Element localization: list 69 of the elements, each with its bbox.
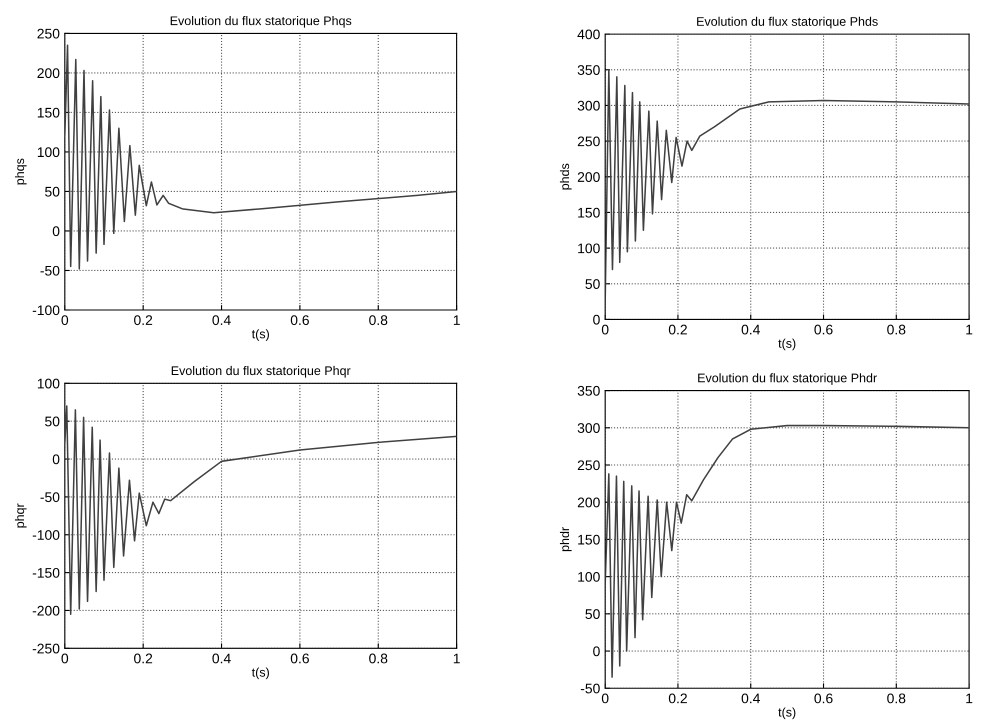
x-tick-label: 1 [454,654,460,664]
x-tick-label: 0.8 [887,324,906,335]
x-axis-title: t(s) [778,338,796,350]
y-tick-label: -100 [32,305,60,316]
y-tick-label: 50 [585,279,600,289]
y-tick-label: -250 [32,644,60,654]
x-tick-label: 1 [454,315,460,325]
y-tick-label: 50 [585,609,600,619]
y-tick-label: -50 [580,684,600,694]
x-tick-label: 1 [966,324,972,334]
y-tick-label: 300 [578,423,600,433]
x-tick-label: 0.8 [887,693,906,704]
y-tick-label: 200 [578,498,600,508]
x-tick-label: 0 [61,654,68,664]
y-tick-label: 0 [52,226,60,236]
y-tick-label: 150 [578,534,600,545]
y-tick-label: 350 [578,65,600,75]
chart-title: Evolution du flux statorique Phdr [698,373,877,385]
x-tick-label: 1 [966,694,972,704]
y-tick-label: -150 [32,568,60,578]
x-tick-label: 0.2 [668,324,687,335]
y-tick-label: 200 [578,172,600,182]
y-tick-label: 100 [38,378,60,388]
y-axis-title: phqs [14,158,27,184]
x-tick-label: 0.2 [134,654,152,664]
y-tick-label: 250 [578,136,600,146]
x-tick-label: 0.4 [212,654,231,664]
y-tick-label: 150 [38,108,60,118]
y-axis-title: phds [560,164,572,190]
y-tick-label: 350 [578,386,600,396]
x-tick-label: 0.2 [134,315,152,326]
y-tick-label: 200 [37,68,60,78]
x-tick-label: 0.2 [668,693,687,704]
x-tick-label: 0.4 [212,315,231,326]
y-axis-title: phqr [14,504,27,528]
x-axis-title: t(s) [252,668,269,680]
x-tick-label: 0.8 [369,654,388,664]
y-tick-label: 100 [578,243,600,254]
x-tick-label: 0.6 [814,324,833,335]
x-tick-label: 0.6 [814,693,833,704]
y-tick-label: -50 [40,492,60,502]
y-tick-label: 100 [578,572,600,582]
y-tick-label: 250 [37,28,60,39]
chart-title: Evolution du flux statorique Phqs [170,16,352,28]
y-tick-label: 150 [578,208,600,218]
chart-title: Evolution du flux statorique Phqr [172,366,350,378]
y-tick-label: 300 [578,100,600,111]
x-tick-label: 0.6 [290,315,309,326]
y-tick-label: 400 [577,29,600,40]
x-tick-label: 0.4 [742,693,760,704]
y-tick-label: 0 [593,646,600,656]
chart-title: Evolution du flux statorique Phds [697,16,878,28]
x-axis-title: t(s) [252,329,269,341]
x-tick-label: 0 [61,315,68,326]
x-tick-label: 0.6 [290,654,309,664]
x-tick-label: 0 [602,324,608,335]
y-tick-label: 250 [578,460,600,470]
y-tick-label: -50 [40,266,60,276]
y-tick-label: -200 [32,606,60,616]
y-axis-title: phdr [560,527,572,552]
y-tick-label: 100 [38,147,60,158]
y-tick-label: 50 [45,186,60,197]
x-tick-label: 0.4 [742,324,760,335]
y-tick-label: -100 [32,530,60,540]
y-tick-label: 50 [45,416,60,426]
x-axis-title: t(s) [778,707,796,720]
x-tick-label: 0 [602,693,608,704]
y-tick-label: 0 [52,454,60,464]
x-tick-label: 0.8 [369,315,388,326]
